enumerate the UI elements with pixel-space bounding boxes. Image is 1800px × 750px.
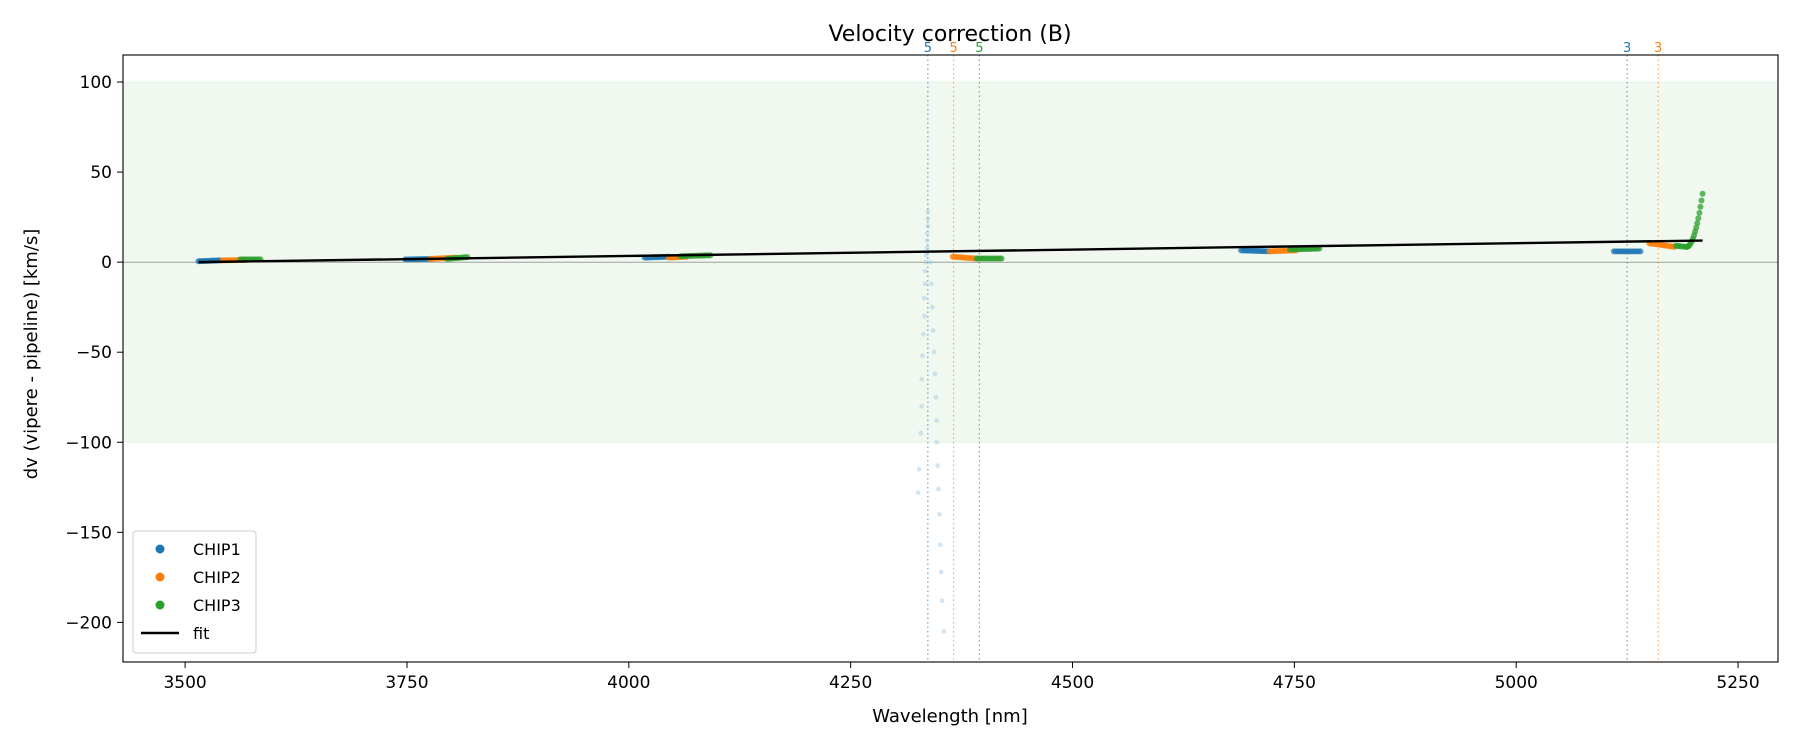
outlier-point: [920, 353, 925, 359]
x-tick-label: 4000: [607, 673, 650, 693]
order-marker-label: 3: [1654, 41, 1662, 56]
outlier-point: [924, 230, 930, 236]
data-point-chip3: [1696, 209, 1703, 216]
data-point-chip3: [1693, 224, 1700, 231]
legend-label: fit: [193, 624, 209, 643]
outlier-point: [923, 259, 929, 265]
legend-label: CHIP1: [193, 540, 241, 559]
fit-line: [198, 239, 1703, 264]
outlier-point: [921, 313, 927, 319]
outlier-point: [925, 223, 931, 229]
y-tick-label: 100: [80, 73, 112, 93]
outlier-point: [938, 569, 944, 575]
data-point-chip3: [998, 255, 1005, 262]
order-marker-label: 5: [924, 41, 932, 56]
axes-frame: [122, 54, 1779, 663]
outlier-point: [921, 295, 927, 301]
outlier-point: [923, 252, 929, 258]
x-tick-label: 4500: [1051, 673, 1094, 693]
outlier-point: [932, 371, 938, 377]
plot-area: 5 5 5 3 3 3500 3750 4000 4250 4500 4750 5000 5250 −20…: [65, 41, 1779, 693]
y-axis-label: dv (vipere - pipeline) [km/s]: [21, 229, 42, 480]
legend-marker-chip3: [155, 600, 165, 610]
legend: CHIP1 CHIP2 CHIP3 fit: [132, 530, 257, 654]
x-tick-label: 3750: [385, 673, 428, 693]
outlier-point: [933, 394, 939, 400]
outlier-point: [915, 490, 921, 496]
x-tick-label: 4750: [1273, 673, 1316, 693]
outlier-point: [918, 430, 924, 436]
x-axis-label: Wavelength [nm]: [872, 706, 1028, 727]
y-tick-label: −100: [65, 433, 112, 453]
legend-marker-chip1: [155, 544, 165, 554]
data-point-chip3: [1697, 203, 1704, 210]
data-point-chip1: [1637, 248, 1644, 255]
outlier-point: [937, 511, 942, 517]
outlier-point: [922, 281, 928, 287]
outlier-point: [941, 628, 947, 634]
y-tick-label: −200: [65, 613, 112, 633]
data-point-chip3: [1699, 190, 1706, 197]
order-marker-label: 5: [949, 41, 957, 56]
order-marker-label: 3: [1623, 41, 1631, 56]
y-tick-label: 0: [101, 253, 112, 273]
data-point-chip3: [1694, 220, 1701, 227]
outlier-point: [925, 216, 931, 222]
outlier-point: [936, 486, 941, 492]
legend-label: CHIP2: [193, 568, 241, 587]
outlier-point: [934, 439, 940, 445]
outlier-point: [919, 376, 925, 382]
x-tick-label: 5250: [1716, 673, 1759, 693]
chart-title: Velocity correction (B): [828, 22, 1071, 47]
outlier-point: [925, 209, 931, 215]
outlier-point: [922, 268, 928, 274]
outlier-point: [931, 349, 937, 355]
outlier-point: [929, 281, 934, 287]
legend-box: [132, 530, 257, 654]
outlier-point: [919, 403, 925, 409]
x-tick-label: 4250: [829, 673, 872, 693]
x-tick-label: 3500: [163, 673, 206, 693]
outlier-point: [924, 238, 930, 243]
data-point-chip3: [1695, 215, 1702, 222]
outlier-point: [929, 304, 935, 310]
outlier-point: [934, 418, 940, 424]
order-marker-label: 5: [975, 41, 983, 56]
outlier-point: [928, 259, 933, 265]
outlier-point: [930, 328, 936, 333]
outlier-point: [937, 542, 943, 548]
data-point-chip3: [1698, 197, 1705, 204]
outlier-point: [921, 331, 926, 337]
outlier-point: [939, 598, 945, 604]
outlier-point: [924, 245, 930, 251]
y-tick-label: −150: [65, 523, 112, 543]
legend-label: CHIP3: [193, 596, 241, 615]
legend-marker-chip2: [155, 572, 165, 582]
outlier-point: [916, 466, 922, 472]
outlier-point: [935, 463, 941, 469]
y-tick-label: 50: [90, 163, 112, 183]
x-tick-label: 5000: [1495, 673, 1538, 693]
y-tick-label: −50: [76, 343, 112, 363]
